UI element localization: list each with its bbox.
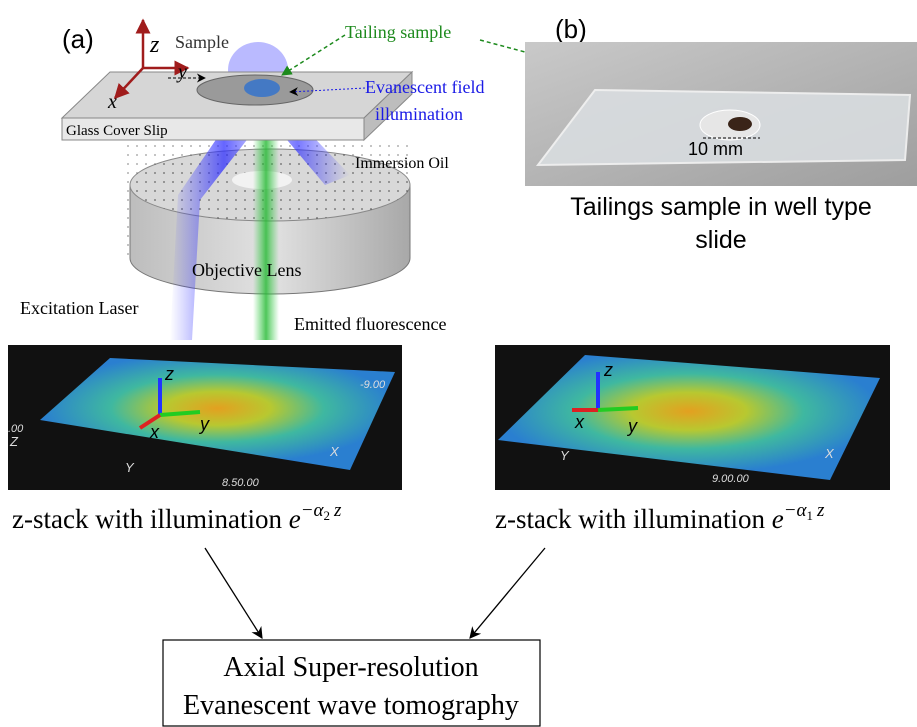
- emitted-label: Emitted fluorescence: [294, 314, 446, 334]
- panel-b: (b) 10 mm Tailings sample in well type s…: [525, 14, 917, 254]
- box-label: X: [329, 444, 340, 459]
- axis-y: [598, 408, 638, 410]
- box-label: X: [824, 446, 835, 461]
- caption-exponent: −α: [784, 500, 808, 521]
- box-label: 8.50.00: [222, 477, 260, 489]
- axis-label: y: [626, 416, 638, 436]
- laser-label: Excitation Laser: [20, 298, 138, 318]
- axis-label: z: [164, 364, 174, 384]
- box-label: Y: [560, 448, 570, 463]
- sample-label: Sample: [175, 32, 229, 52]
- glass-label: Glass Cover Slip: [66, 123, 168, 139]
- axis-label: z: [603, 360, 613, 380]
- sample-highlight: [244, 79, 280, 97]
- panel-label: (b): [555, 14, 587, 44]
- caption-variable: z: [333, 500, 342, 521]
- panel-b-caption: Tailings sample in well type: [570, 193, 872, 221]
- axis-label: x: [107, 91, 117, 113]
- panel-b-caption: slide: [695, 226, 746, 254]
- flow-arrow: [205, 548, 262, 638]
- output-text: Axial Super-resolution: [223, 652, 478, 683]
- box-label: Y: [125, 460, 135, 475]
- caption-text: z-stack with illumination: [12, 504, 282, 534]
- caption-subscript: 1: [806, 508, 813, 523]
- tailings-sample: [728, 117, 752, 131]
- figure: (a) z y x Sample Tailing sample Evanesce…: [0, 0, 917, 727]
- axis-label: y: [176, 61, 187, 83]
- panel-label: (a): [62, 24, 94, 54]
- body: (a) z y x Sample Tailing sample Evanesce…: [0, 0, 917, 727]
- evanescent-label: Evanescent field: [365, 77, 484, 97]
- caption-base: e: [772, 504, 784, 534]
- tailing-arrow: [282, 35, 345, 75]
- flow-arrow: [470, 548, 545, 638]
- page: Evanescent wave tomography diagram { "pa…: [0, 0, 917, 727]
- box-label: Z: [9, 434, 19, 449]
- box-label: 9.00.00: [712, 473, 750, 485]
- plot-left: z x y .00 Z Y X -9.00 8.50.00: [8, 345, 402, 490]
- caption-exponent: −α: [301, 500, 325, 521]
- caption-subscript: 2: [323, 508, 330, 523]
- objective-label: Objective Lens: [192, 260, 301, 280]
- axis-label: y: [198, 414, 210, 434]
- evanescent-label: illumination: [375, 104, 463, 124]
- axis-label: x: [149, 422, 160, 442]
- caption-variable: z: [816, 500, 825, 521]
- oil-label: Immersion Oil: [355, 155, 449, 172]
- caption-text: z-stack with illumination: [495, 504, 765, 534]
- output-text: Evanescent wave tomography: [183, 690, 519, 721]
- box-label: -9.00: [360, 379, 386, 391]
- axis-label: x: [574, 412, 585, 432]
- scale-label: 10 mm: [688, 139, 743, 159]
- tailing-label: Tailing sample: [345, 22, 451, 42]
- caption-base: e: [289, 504, 301, 534]
- plot-right: z x y Y X 9.00.00: [495, 345, 890, 490]
- axis-label: z: [149, 32, 160, 58]
